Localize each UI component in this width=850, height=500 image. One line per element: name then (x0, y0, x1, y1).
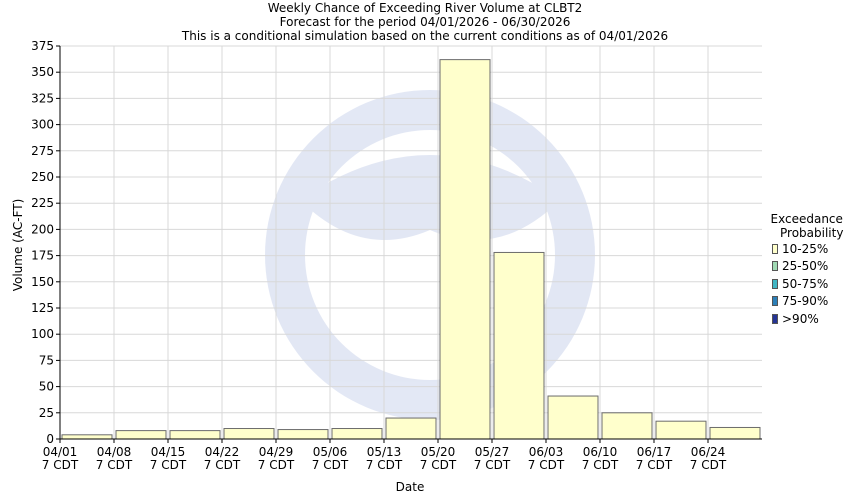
y-tick-label: 350 (31, 65, 54, 79)
y-tick-label: 175 (31, 249, 54, 263)
y-tick-label: 200 (31, 222, 54, 236)
legend-label: 50-75% (782, 276, 829, 291)
x-tick-sublabel: 7 CDT (528, 458, 565, 472)
bar (223, 428, 275, 440)
legend-label: 25-50% (782, 259, 829, 274)
bars-group (61, 59, 761, 440)
x-axis-label: Date (396, 480, 425, 494)
y-tick-label: 375 (31, 39, 54, 53)
bar (655, 420, 707, 440)
legend-title-line-1: Exceedance (770, 212, 843, 226)
x-tick-label: 04/29 (259, 445, 294, 459)
legend-title: Exceedance Probability (770, 212, 844, 240)
bar (493, 251, 545, 440)
y-tick-label: 25 (39, 406, 54, 420)
x-tick-label: 06/17 (637, 445, 672, 459)
chart-title: Weekly Chance of Exceeding River Volume … (267, 1, 583, 15)
bar (709, 426, 761, 440)
legend-swatch (772, 261, 778, 272)
bar (115, 430, 167, 440)
x-tick-label: 05/06 (313, 445, 348, 459)
bar (277, 429, 329, 440)
y-tick-label: 75 (39, 353, 54, 367)
chart-subtitle-period: Forecast for the period 04/01/2026 - 06/… (279, 15, 571, 29)
x-tick-sublabel: 7 CDT (42, 458, 79, 472)
y-tick-label: 300 (31, 118, 54, 132)
bar (547, 395, 599, 440)
y-tick-label: 0 (46, 432, 54, 446)
bar (331, 428, 383, 440)
axes (56, 45, 762, 443)
legend-label: >90% (782, 311, 819, 326)
bar (601, 412, 653, 440)
x-tick-sublabel: 7 CDT (420, 458, 457, 472)
x-tick-label: 05/20 (421, 445, 456, 459)
y-axis-label: Volume (AC-FT) (11, 199, 25, 292)
x-tick-sublabel: 7 CDT (96, 458, 133, 472)
y-tick-label: 275 (31, 144, 54, 158)
x-tick-label: 04/22 (205, 445, 240, 459)
x-tick-sublabel: 7 CDT (258, 458, 295, 472)
legend-item: 75-90% (772, 293, 843, 311)
x-tick-label: 06/03 (529, 445, 564, 459)
y-tick-label: 325 (31, 91, 54, 105)
x-tick-sublabel: 7 CDT (366, 458, 403, 472)
x-tick-label: 06/10 (583, 445, 618, 459)
gridlines (59, 45, 762, 440)
y-tick-label: 250 (31, 170, 54, 184)
x-tick-sublabel: 7 CDT (150, 458, 187, 472)
legend: Exceedance Probability 10-25% 25-50% 50-75… (770, 212, 844, 328)
x-tick-sublabel: 7 CDT (690, 458, 727, 472)
x-tick-sublabel: 7 CDT (204, 458, 241, 472)
legend-items: 10-25% 25-50% 50-75% 75-90% >90% (772, 240, 843, 328)
y-tick-label: 225 (31, 196, 54, 210)
x-tick-label: 05/13 (367, 445, 402, 459)
y-tick-label: 150 (31, 275, 54, 289)
legend-item: 25-50% (772, 258, 843, 276)
legend-label: 10-25% (782, 241, 829, 256)
legend-title-line-2: Probability (780, 226, 844, 240)
legend-item: >90% (772, 310, 843, 328)
y-tick-label: 100 (31, 327, 54, 341)
x-tick-label: 04/01 (43, 445, 78, 459)
x-tick-label: 05/27 (475, 445, 510, 459)
legend-item: 50-75% (772, 275, 843, 293)
x-tick-label: 06/24 (691, 445, 726, 459)
x-tick-label: 04/08 (97, 445, 132, 459)
legend-swatch (772, 243, 778, 254)
x-tick-sublabel: 7 CDT (636, 458, 673, 472)
x-tick-sublabel: 7 CDT (474, 458, 511, 472)
y-tick-label: 125 (31, 301, 54, 315)
legend-item: 10-25% (772, 240, 843, 258)
x-tick-sublabel: 7 CDT (582, 458, 619, 472)
legend-swatch (772, 278, 778, 289)
bar (439, 59, 491, 440)
x-tick-label: 04/15 (151, 445, 186, 459)
chart-subtitle-conditions: This is a conditional simulation based o… (181, 29, 669, 43)
bar (385, 417, 437, 440)
y-tick-labels: 0 25 50 75 100 125 150 175 200 225 250 275 300 325 350… (31, 39, 54, 446)
bar (61, 434, 113, 440)
legend-label: 75-90% (782, 294, 829, 309)
y-tick-label: 50 (39, 380, 54, 394)
legend-swatch (772, 313, 778, 324)
bar (169, 430, 221, 440)
legend-swatch (772, 296, 778, 307)
x-tick-sublabel: 7 CDT (312, 458, 349, 472)
